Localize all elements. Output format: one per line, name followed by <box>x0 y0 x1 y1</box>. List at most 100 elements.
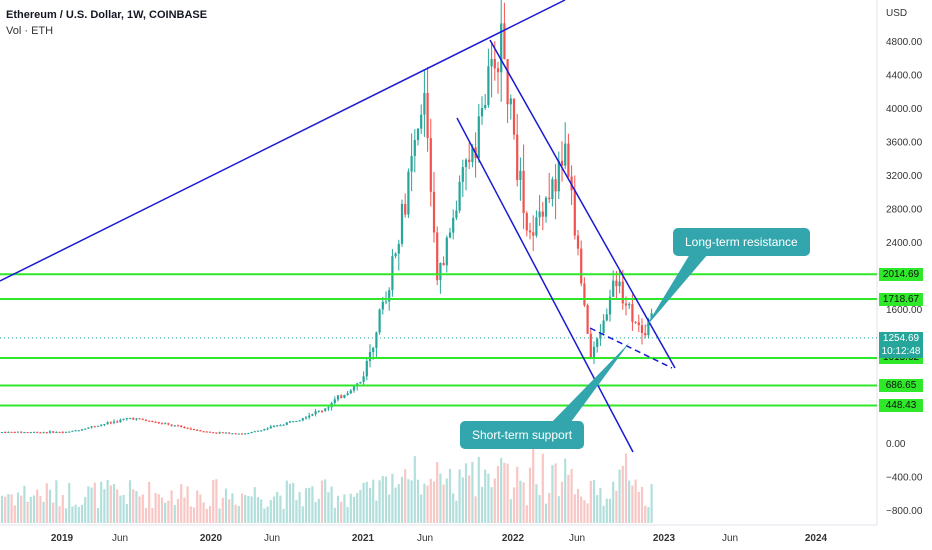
candle-body <box>186 427 189 429</box>
volume-bar <box>496 465 500 523</box>
candle-body <box>343 395 346 398</box>
volume-bar <box>391 473 394 523</box>
candle-body <box>384 301 388 303</box>
volume-bar <box>247 496 250 523</box>
candle-body <box>416 128 420 140</box>
volume-bar <box>128 480 132 523</box>
candle-body <box>58 431 61 433</box>
candle-body <box>612 280 615 297</box>
volume-bar <box>157 494 160 523</box>
candle-body <box>599 333 602 339</box>
channel-upper-line[interactable] <box>489 39 676 369</box>
volume-bar <box>471 461 474 523</box>
volume-bar <box>372 479 375 523</box>
volume-bar <box>298 492 301 523</box>
candle-body <box>484 105 487 109</box>
candle-body <box>333 399 336 403</box>
candle-body <box>77 430 80 432</box>
y-tick-label: 3600.00 <box>886 138 923 149</box>
candle-body <box>541 211 544 217</box>
volume-bar <box>215 479 218 523</box>
volume-bar <box>490 487 493 523</box>
volume-bar <box>640 486 644 523</box>
candle-body <box>448 232 452 238</box>
candle-body <box>167 423 170 425</box>
volume-bar <box>400 476 404 523</box>
volume-bar <box>36 489 39 523</box>
candle-body <box>493 58 496 69</box>
candle-body <box>266 428 269 430</box>
short-term-support-callout[interactable]: Short-term support <box>460 421 585 449</box>
channel-lower-line[interactable] <box>456 117 634 453</box>
volume-bar <box>330 486 333 523</box>
candle-body <box>557 160 560 192</box>
candle-body <box>26 432 29 434</box>
long-term-uptrend-line[interactable] <box>0 0 566 282</box>
volume-bar <box>503 462 506 523</box>
y-tick-label: −800.00 <box>886 506 923 517</box>
volume-bar <box>541 453 544 523</box>
candle-body <box>509 98 512 105</box>
volume-bar <box>599 488 602 523</box>
candle-body <box>135 418 138 420</box>
last-price-label: 1254.69 <box>879 332 923 345</box>
candle-body <box>288 421 292 423</box>
long-term-resistance-callout[interactable]: Long-term resistance <box>673 228 810 256</box>
volume-bar <box>68 482 71 523</box>
candle-body <box>13 431 16 433</box>
volume-bar <box>10 494 13 523</box>
volume-bar <box>52 502 55 523</box>
short-term-support-line[interactable] <box>589 327 673 369</box>
candle-body <box>276 425 279 427</box>
volume-bar <box>112 484 116 523</box>
candle-body <box>359 381 362 384</box>
volume-bar <box>442 484 445 523</box>
volume-bar <box>32 495 36 523</box>
volume-bar <box>192 507 196 523</box>
candle-body <box>340 395 343 398</box>
candle-body <box>189 428 192 430</box>
candle-body <box>400 204 404 244</box>
candle-body <box>138 418 141 420</box>
volume-bar <box>125 503 128 523</box>
candle-body <box>496 68 500 73</box>
volume-bar <box>336 495 340 523</box>
candle-body <box>375 332 378 348</box>
volume-bar <box>343 494 346 523</box>
volume-bar <box>224 488 228 523</box>
volume-bar <box>58 506 61 523</box>
candle-body <box>442 262 445 266</box>
y-tick-label: 2800.00 <box>886 205 923 216</box>
y-tick-label: 3200.00 <box>886 171 923 182</box>
candle-body <box>436 232 439 281</box>
candle-body <box>132 418 135 420</box>
candle-body <box>640 325 644 334</box>
volume-bar <box>122 494 125 523</box>
candle-body <box>413 139 416 156</box>
volume-bar <box>234 504 237 523</box>
volume-bar <box>346 506 349 523</box>
candle-body <box>157 422 160 424</box>
volume-bar <box>596 494 599 523</box>
volume-bar <box>573 494 576 523</box>
candle-body <box>506 59 509 105</box>
candle-body <box>84 428 87 430</box>
volume-bar <box>304 488 308 523</box>
volume-bar <box>164 502 167 523</box>
candle-body <box>592 346 596 358</box>
volume-bar <box>77 507 80 523</box>
volume-bar <box>4 496 7 523</box>
volume-bar <box>448 468 452 523</box>
volume-bar <box>87 486 90 523</box>
volume-bar <box>311 486 314 523</box>
volume-bar <box>61 494 64 523</box>
candle-body <box>298 420 301 422</box>
y-tick-label: 4800.00 <box>886 37 923 48</box>
volume-bar <box>416 479 420 523</box>
volume-bar <box>621 465 624 523</box>
volume-bar <box>74 504 77 523</box>
candle-body <box>554 179 557 192</box>
volume-bar <box>93 482 96 523</box>
candle-body <box>29 432 32 434</box>
